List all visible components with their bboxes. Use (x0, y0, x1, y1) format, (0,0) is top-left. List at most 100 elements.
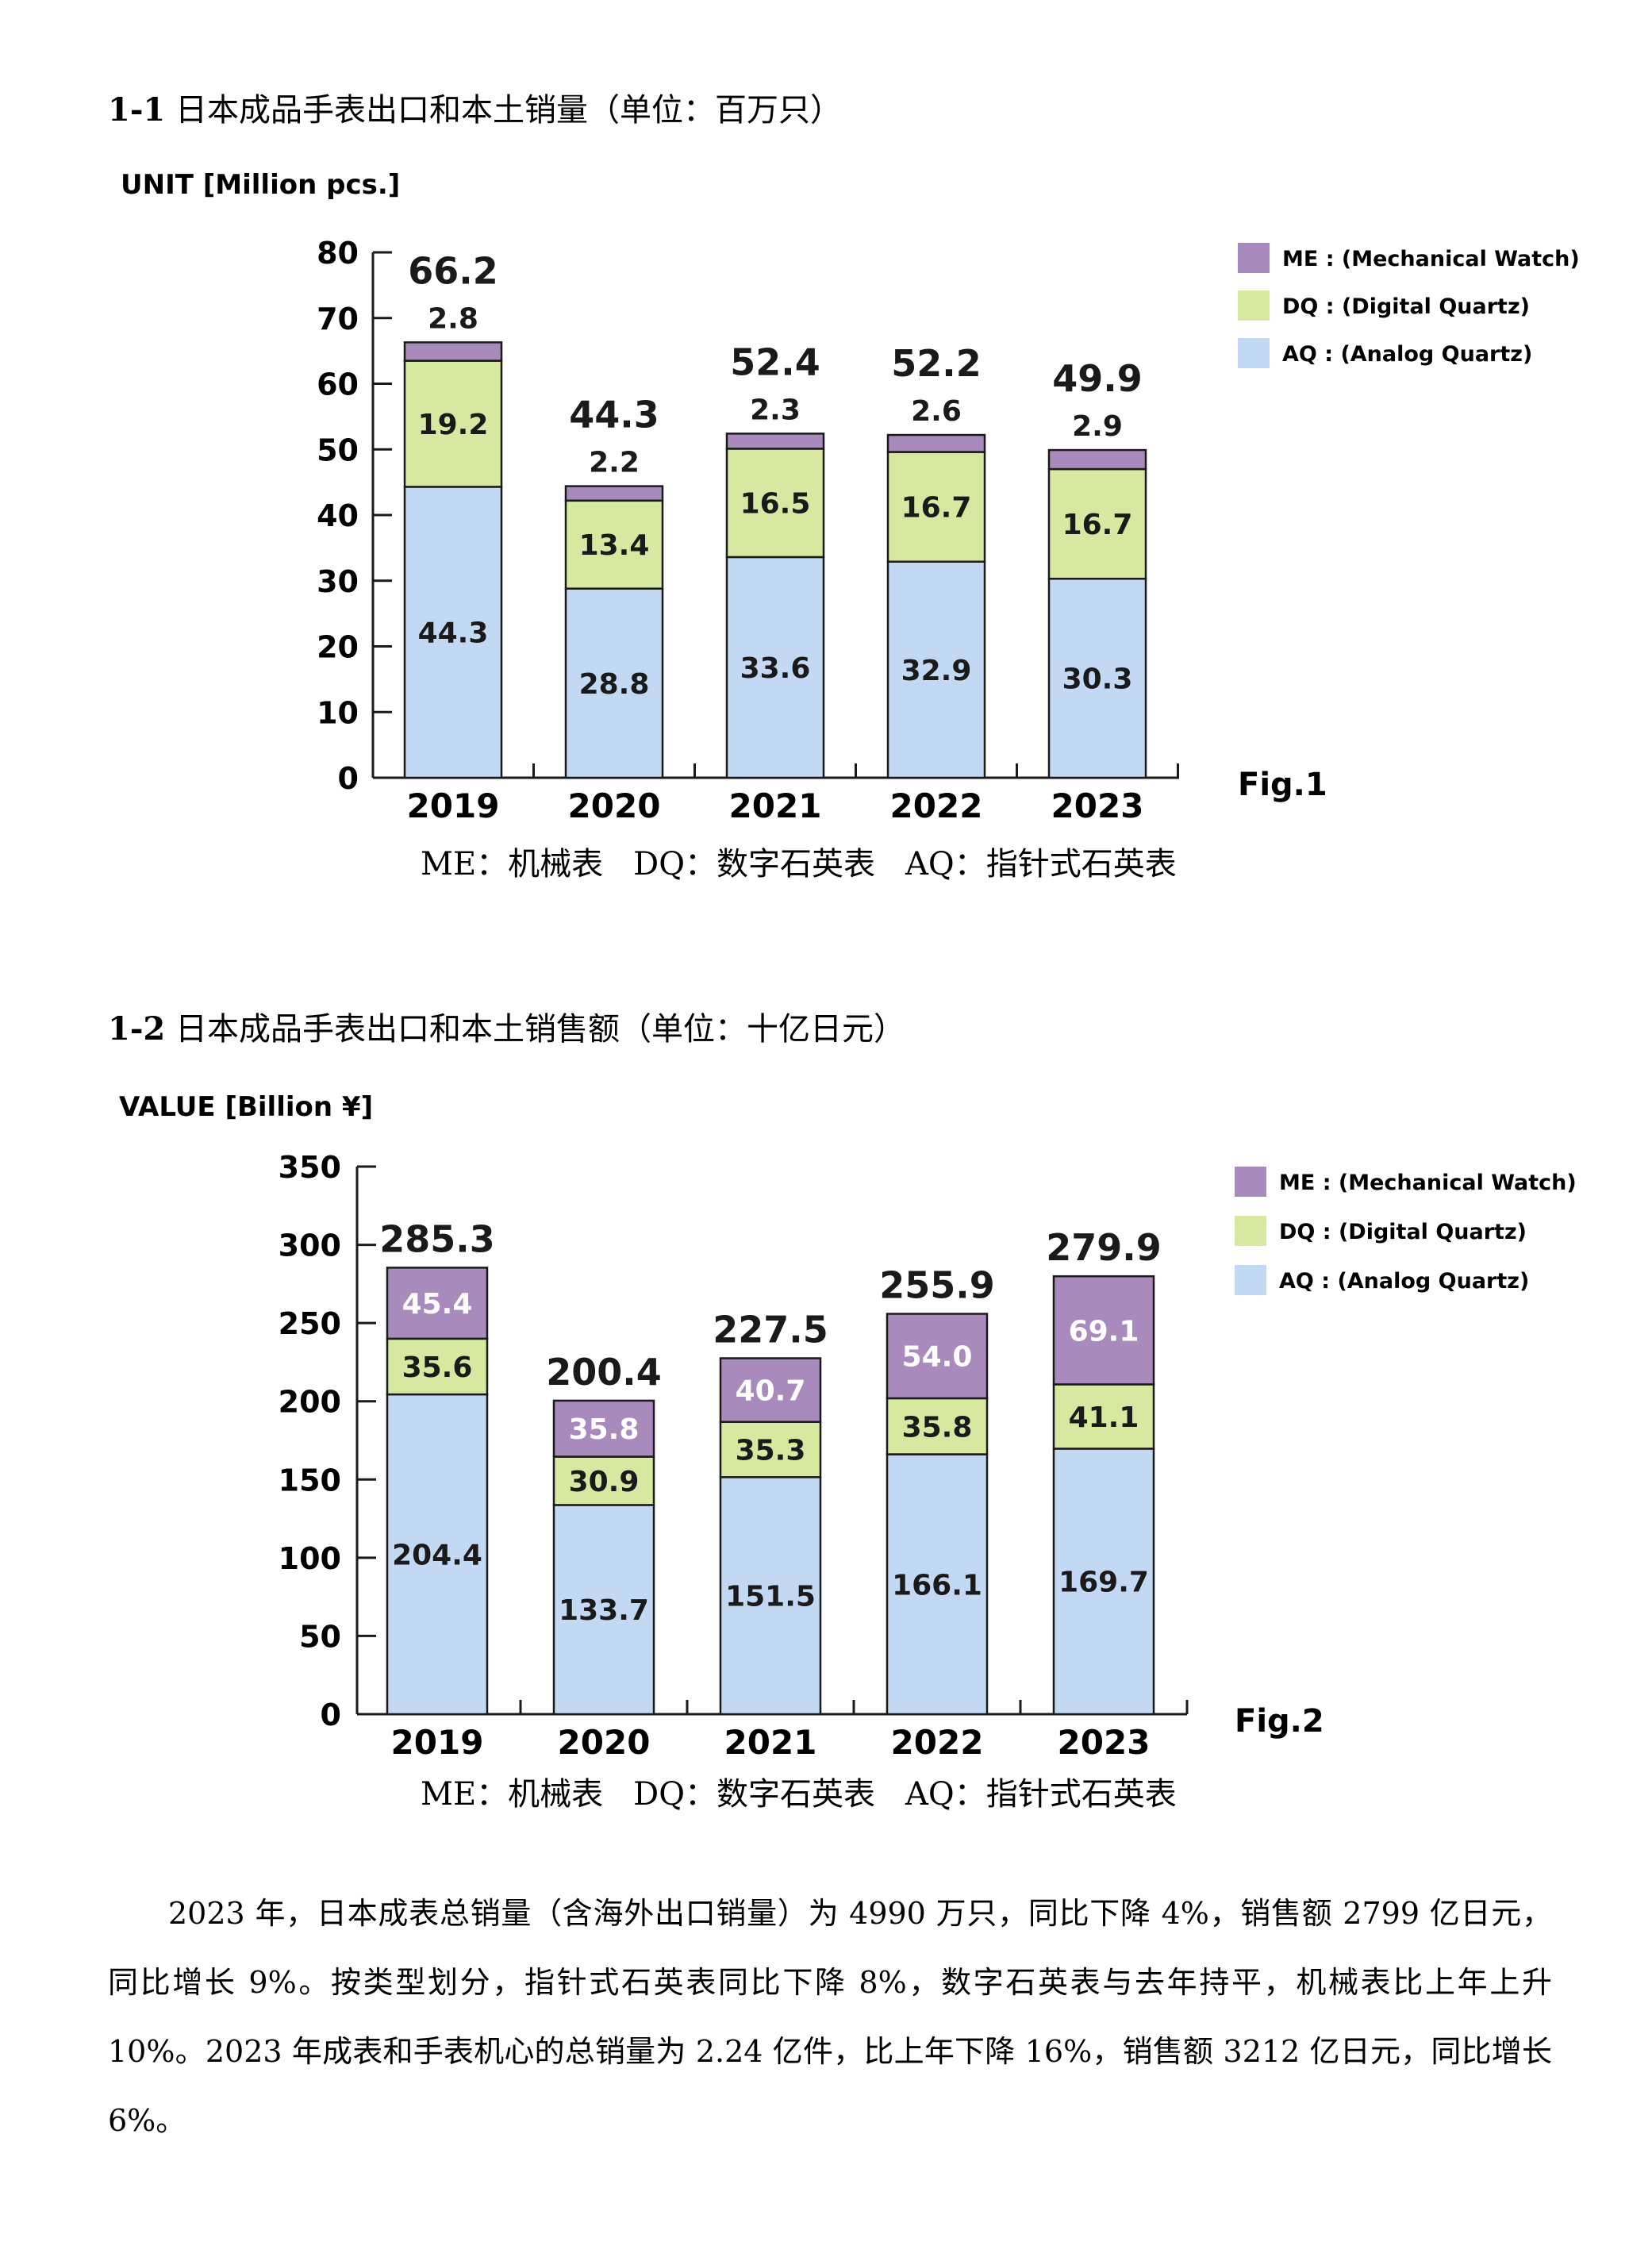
data-label-aq: 133.7 (559, 1594, 649, 1627)
x-category-label: 2021 (724, 1723, 817, 1762)
abbr-dq: DQ：数字石英表 (633, 846, 876, 882)
summary-paragraph: 2023 年，日本成表总销量（含海外出口销量）为 4990 万只，同比下降 4%… (108, 1896, 1552, 2138)
bar-segment-aq (1052, 1448, 1155, 1716)
x-category-label: 2022 (890, 786, 983, 825)
bar-segment-dq (1047, 467, 1147, 580)
abbr-aq: AQ：指针式石英表 (905, 1776, 1177, 1813)
x-category-label: 2020 (568, 786, 661, 825)
legend-entry-me: ME : (Mechanical Watch) (1279, 1171, 1577, 1195)
data-label-me: 2.9 (1072, 410, 1123, 443)
abbr-dq: DQ：数字石英表 (633, 1776, 876, 1813)
data-label-dq: 16.7 (1062, 509, 1133, 541)
data-label-me: 2.3 (750, 394, 801, 426)
data-label-aq: 151.5 (725, 1581, 816, 1613)
y-tick-label: 30 (317, 564, 359, 599)
data-label-aq: 32.9 (901, 655, 972, 687)
bar-segment-me (386, 1267, 489, 1340)
bar-segment-aq (886, 1453, 989, 1716)
bar-segment-aq (403, 486, 503, 779)
section-1-title: 日本成品手表出口和本土销量（单位：百万只） (175, 92, 842, 129)
section-1-number: 1-1 (108, 91, 166, 129)
bar-segment-me (886, 1313, 989, 1400)
bar-segment-me (564, 485, 664, 502)
y-tick-label: 350 (279, 1150, 341, 1185)
legend-entry-me: ME : (Mechanical Watch) (1282, 247, 1580, 271)
data-label-me: 40.7 (736, 1375, 806, 1408)
total-label: 49.9 (1052, 357, 1143, 400)
x-category-label: 2019 (407, 786, 500, 825)
legend-entry-aq: AQ : (Analog Quartz) (1279, 1269, 1529, 1294)
y-tick-label: 100 (279, 1541, 341, 1576)
section-2-title: 日本成品手表出口和本土销售额（单位：十亿日元） (175, 1011, 905, 1048)
bar-segment-aq (552, 1504, 655, 1716)
figure-label: Fig.2 (1235, 1703, 1324, 1740)
x-category-label: 2019 (391, 1723, 484, 1762)
total-label: 227.5 (713, 1309, 828, 1352)
abbr-me: ME：机械表 (421, 846, 604, 882)
figure-label: Fig.1 (1238, 767, 1327, 803)
y-tick-label: 50 (299, 1619, 341, 1654)
legend-swatch-aq (1235, 1265, 1266, 1295)
bar-segment-dq (1052, 1383, 1155, 1450)
data-label-me: 2.2 (589, 447, 640, 479)
total-label: 200.4 (546, 1351, 662, 1394)
bar-segment-dq (403, 360, 503, 488)
data-label-me: 45.4 (402, 1288, 473, 1321)
y-axis-label: VALUE [Billion ¥] (119, 1091, 373, 1123)
legend-entry-dq: DQ : (Digital Quartz) (1279, 1220, 1527, 1244)
data-label-dq: 41.1 (1069, 1401, 1139, 1434)
data-label-aq: 44.3 (418, 617, 489, 650)
data-label-aq: 30.3 (1062, 663, 1133, 696)
x-category-label: 2021 (729, 786, 822, 825)
data-label-aq: 169.7 (1058, 1567, 1149, 1599)
data-label-dq: 35.8 (902, 1411, 973, 1444)
data-label-aq: 33.6 (740, 652, 811, 685)
data-label-me: 35.8 (569, 1413, 640, 1446)
y-axis-label: UNIT [Million pcs.] (121, 169, 400, 201)
x-category-label: 2020 (558, 1723, 651, 1762)
unit-chart: UNIT [Million pcs.] 0 10 20 30 40 50 60 70 80 44.3… (121, 169, 1580, 825)
x-category-label: 2023 (1051, 786, 1144, 825)
legend-entry-aq: AQ : (Analog Quartz) (1282, 342, 1532, 367)
bar-segment-aq (1047, 578, 1147, 779)
value-chart: VALUE [Billion ¥] 0 50 100 150 200 250 300 350 20… (119, 1091, 1577, 1762)
data-label-dq: 19.2 (418, 409, 489, 441)
legend-swatch-dq (1238, 290, 1270, 321)
x-category-label: 2023 (1058, 1723, 1151, 1762)
data-label-me: 54.0 (902, 1341, 973, 1374)
legend-swatch-me (1238, 243, 1270, 273)
y-tick-label: 0 (321, 1698, 341, 1732)
y-tick-label: 300 (279, 1228, 341, 1263)
section-2-heading: 1-2 日本成品手表出口和本土销售额（单位：十亿日元） (108, 1003, 905, 1049)
y-tick-label: 60 (317, 367, 359, 402)
data-label-aq: 28.8 (579, 668, 650, 701)
y-tick-label: 0 (338, 761, 359, 796)
legend-swatch-dq (1235, 1216, 1266, 1246)
y-tick-label: 70 (317, 302, 359, 336)
data-label-dq: 35.6 (402, 1352, 473, 1384)
data-label-me: 69.1 (1069, 1315, 1139, 1348)
y-tick-label: 80 (317, 236, 359, 271)
bar-segment-aq (725, 556, 825, 779)
section-1-heading: 1-1 日本成品手表出口和本土销量（单位：百万只） (108, 84, 842, 130)
bar-segment-me (1052, 1275, 1155, 1386)
bar-segment-aq (719, 1476, 822, 1716)
bar-segment-aq (564, 587, 664, 779)
bar-segment-me (1047, 448, 1147, 471)
data-label-dq: 35.3 (736, 1435, 806, 1467)
total-label: 279.9 (1046, 1226, 1162, 1269)
abbr-aq: AQ：指针式石英表 (905, 846, 1177, 882)
bar-segment-me (552, 1399, 655, 1458)
data-label-me: 2.8 (428, 302, 478, 335)
x-category-label: 2022 (891, 1723, 984, 1762)
bar-segment-dq (386, 1337, 489, 1396)
total-label: 66.2 (408, 249, 498, 292)
abbreviation-note-1: ME：机械表 DQ：数字石英表 AQ：指针式石英表 (421, 838, 1207, 884)
data-label-me: 2.6 (911, 395, 962, 428)
y-tick-label: 150 (279, 1463, 341, 1498)
abbreviation-note-2: ME：机械表 DQ：数字石英表 AQ：指针式石英表 (421, 1768, 1207, 1814)
total-label: 255.9 (879, 1264, 995, 1307)
bar-segment-me (719, 1357, 822, 1423)
bar-segment-me (403, 341, 503, 362)
data-label-dq: 16.7 (901, 492, 972, 525)
